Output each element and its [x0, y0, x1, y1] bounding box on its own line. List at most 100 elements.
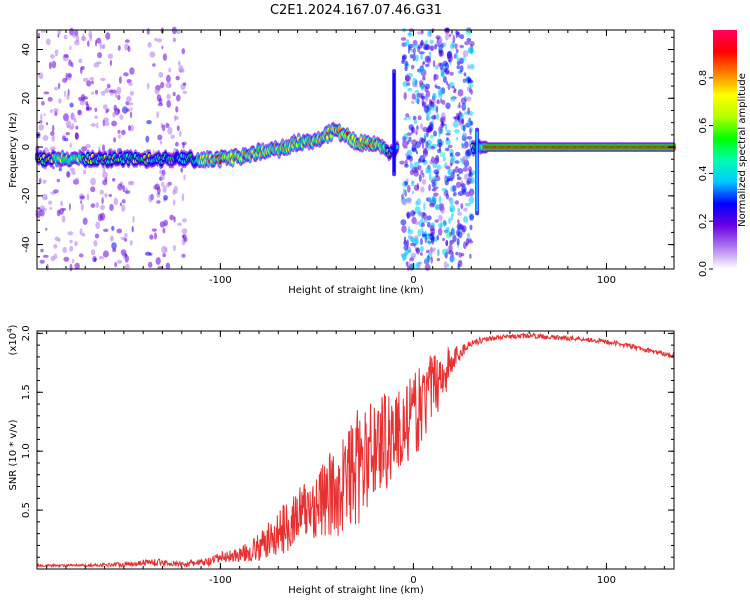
noise-blob: [100, 204, 105, 211]
noise-blob: [103, 228, 109, 232]
noise-blob: [130, 107, 133, 111]
noise-blob: [127, 125, 132, 131]
noise-blob: [181, 253, 186, 258]
noise-blob: [406, 212, 410, 219]
noise-blob: [149, 51, 156, 58]
noise-blob: [410, 64, 415, 70]
noise-blob: [431, 182, 436, 188]
noise-blob: [172, 244, 176, 252]
noise-blob: [103, 104, 108, 110]
noise-blob: [430, 228, 436, 235]
noise-blob: [67, 231, 74, 236]
noise-blob: [454, 200, 459, 205]
noise-blob: [432, 93, 436, 98]
noise-blob: [128, 82, 134, 86]
noise-blob: [433, 186, 439, 190]
noise-blob: [457, 89, 464, 97]
noise-blob: [467, 46, 474, 54]
noise-blob: [407, 184, 411, 193]
noise-blob: [130, 180, 135, 186]
noise-blob: [90, 123, 97, 127]
noise-blob: [111, 225, 115, 231]
noise-blob: [427, 221, 431, 228]
noise-blob: [129, 67, 135, 75]
noise-blob: [408, 136, 412, 143]
noise-blob: [457, 219, 460, 224]
noise-blob: [40, 248, 44, 253]
noise-blob: [419, 252, 423, 256]
y-tick-label: -20: [21, 188, 32, 204]
noise-blob: [87, 40, 90, 47]
noise-blob: [166, 74, 171, 83]
noise-blob: [421, 29, 424, 34]
noise-blob: [79, 195, 85, 200]
noise-blob: [423, 147, 428, 155]
noise-blob: [422, 61, 426, 65]
noise-blob: [75, 34, 80, 43]
noise-blob: [463, 146, 468, 150]
noise-blob: [466, 136, 473, 140]
noise-blob: [466, 28, 472, 36]
noise-blob: [434, 104, 437, 112]
noise-blob: [449, 81, 455, 88]
ridge-core: [395, 144, 399, 150]
noise-blob: [423, 105, 430, 113]
noise-blob: [466, 37, 472, 43]
noise-blob: [451, 226, 454, 233]
noise-blob: [414, 235, 419, 240]
noise-blob: [409, 159, 412, 165]
noise-blob: [51, 134, 55, 142]
noise-blob: [417, 229, 422, 237]
noise-blob: [152, 63, 156, 67]
noise-blob: [53, 108, 59, 113]
noise-blob: [401, 225, 407, 234]
noise-blob: [421, 98, 425, 107]
noise-blob: [78, 253, 84, 258]
noise-blob: [431, 236, 435, 245]
noise-blob: [421, 222, 425, 227]
noise-blob: [180, 167, 184, 173]
noise-blob: [102, 250, 109, 258]
noise-blob: [57, 238, 61, 242]
noise-blob: [117, 94, 121, 101]
y-tick-label: 1.5: [21, 384, 32, 400]
x-tick-label: 100: [597, 275, 616, 286]
noise-blob: [154, 232, 157, 240]
noise-blob: [119, 202, 122, 207]
noise-blob: [415, 247, 419, 252]
noise-blob: [67, 73, 72, 78]
noise-blob: [45, 196, 48, 200]
noise-blob: [62, 77, 68, 83]
noise-blob: [93, 257, 97, 262]
noise-blob: [461, 225, 467, 233]
noise-blob: [63, 256, 70, 262]
noise-blob: [404, 159, 408, 167]
figure-title: C2E1.2024.167.07.46.G31: [270, 3, 442, 18]
noise-blob: [155, 257, 161, 265]
noise-blob: [102, 171, 108, 179]
noise-blob: [148, 261, 153, 268]
noise-blob: [433, 192, 439, 197]
noise-blob: [430, 222, 435, 226]
noise-blob: [443, 174, 447, 183]
noise-blob: [159, 221, 166, 228]
noise-blob: [437, 99, 440, 105]
snr-series-line: [36, 332, 675, 569]
noise-blob: [428, 142, 431, 148]
noise-blob: [456, 238, 460, 246]
noise-blob: [434, 219, 439, 223]
snr-x-ticks: -100 0 100: [46, 331, 665, 586]
noise-blob: [466, 148, 473, 157]
noise-blob: [437, 88, 443, 96]
noise-blob: [417, 115, 422, 121]
noise-blob: [425, 167, 430, 174]
noise-blob: [100, 90, 106, 96]
noise-blob: [105, 121, 110, 127]
y-tick-label: 1.0: [21, 443, 32, 459]
noise-blob: [49, 206, 52, 211]
noise-blob: [466, 96, 472, 102]
noise-blob: [455, 51, 458, 59]
noise-blob: [165, 122, 170, 128]
noise-blob: [455, 151, 461, 157]
noise-blob: [451, 212, 454, 217]
